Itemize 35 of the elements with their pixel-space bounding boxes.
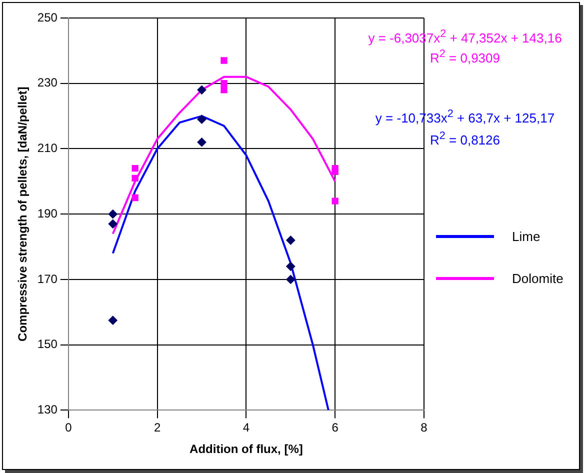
y-tick-label: 210 — [37, 141, 58, 156]
point — [332, 198, 338, 204]
point — [108, 316, 118, 325]
point — [332, 168, 338, 175]
y-tick-label: 170 — [37, 272, 58, 286]
point — [286, 274, 296, 284]
x-tick-label: 6 — [332, 420, 339, 435]
point — [132, 174, 138, 182]
point — [108, 210, 118, 219]
point — [197, 85, 206, 94]
x-axis-title: Addition of flux, [%] — [190, 442, 303, 456]
point — [132, 165, 138, 172]
point — [197, 114, 206, 124]
legend-label: Lime — [512, 228, 540, 244]
point — [286, 236, 296, 245]
x-tick-label: 8 — [420, 420, 428, 435]
point — [220, 57, 228, 64]
text: R$^{2}$ = 0,9309 — [429, 48, 501, 66]
y-tick-label: 190 — [37, 206, 58, 220]
point — [197, 138, 206, 147]
text: R$^{2}$ = 0,8126 — [429, 130, 501, 148]
x-tick-label: 4 — [242, 420, 250, 435]
y-tick-label: 130 — [37, 402, 58, 417]
y-tick-label: 230 — [37, 76, 58, 90]
x-tick-label: 0 — [65, 420, 72, 435]
point — [132, 194, 138, 202]
point — [220, 86, 228, 94]
y-tick-label: 250 — [37, 10, 58, 24]
y-axis-title: Compressive strength of pellets, [daN/pellet] — [16, 86, 30, 342]
point — [108, 219, 118, 228]
legend-label: Dolomite — [512, 270, 564, 286]
y-tick-label: 150 — [37, 337, 58, 352]
point — [220, 80, 228, 87]
point — [286, 262, 296, 271]
x-tick-label: 2 — [154, 420, 161, 435]
